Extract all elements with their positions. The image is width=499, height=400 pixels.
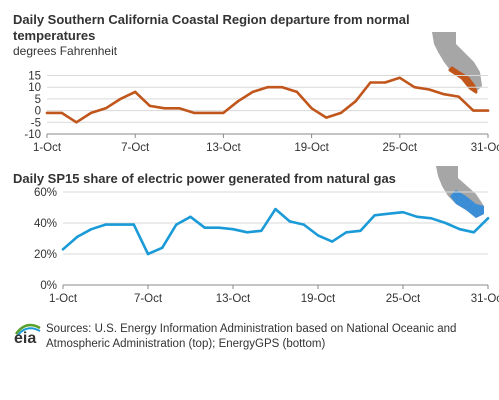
bottom-chart-data-point — [61, 248, 65, 251]
top-chart-xtick-label: 13-Oct — [206, 142, 241, 154]
bottom-chart-data-point — [430, 217, 433, 220]
top-chart-xtick-label: 19-Oct — [294, 142, 329, 154]
bottom-chart-data-point — [217, 226, 221, 229]
top-chart-data-point — [236, 100, 240, 103]
bottom-chart-xtick-label: 19-Oct — [301, 293, 336, 305]
top-chart-data-point — [310, 107, 313, 110]
eia-logo-text: eia — [14, 330, 37, 347]
bottom-chart-data-point — [415, 215, 419, 218]
california-map-coastal-icon — [432, 32, 482, 94]
top-chart-data-point — [178, 107, 181, 110]
bottom-chart-data-point — [330, 240, 334, 243]
bottom-chart-xtick-label: 31-Oct — [471, 293, 499, 305]
bottom-chart-data-point — [118, 223, 121, 226]
top-chart-data-point — [222, 111, 225, 115]
top-chart-data-point — [339, 111, 343, 115]
bottom-chart-ytick-label: 0% — [40, 280, 57, 292]
top-chart-data-point — [251, 90, 254, 94]
bottom-chart-data-point — [472, 231, 476, 234]
bottom-chart-data-point — [387, 212, 391, 215]
bottom-chart-data-point — [189, 215, 192, 218]
top-chart-xtick-label: 1-Oct — [33, 142, 62, 154]
bottom-chart-data-point — [75, 235, 79, 239]
top-chart-data-point — [207, 111, 210, 115]
top-chart-series-line — [45, 76, 490, 124]
bottom-chart-xtick-label: 13-Oct — [216, 293, 251, 305]
bottom-chart-data-point — [373, 214, 376, 217]
bottom-chart-data-point — [260, 229, 263, 232]
top-chart-ytick-label: 0 — [35, 106, 41, 118]
top-chart-data-point — [45, 111, 49, 115]
top-chart-ytick-label: 15 — [28, 71, 41, 83]
bottom-chart-data-point — [316, 234, 320, 237]
bottom-chart-series-line — [61, 207, 490, 256]
bottom-chart-data-point — [401, 210, 405, 214]
bottom-chart-data-point — [90, 228, 93, 231]
top-chart-data-point — [295, 90, 299, 94]
bottom-chart-data-point — [203, 226, 206, 229]
top-chart-data-point — [325, 116, 328, 119]
top-chart-data-point — [383, 81, 387, 84]
bottom-chart-ytick-label: 60% — [34, 187, 57, 199]
eia-logo: eia — [14, 322, 42, 352]
bottom-chart: 60% 40% 20% 0%1-Oct 7-Oct 13-Oct 19-Oct 25-Oct 3… — [34, 187, 499, 305]
top-chart-ytick-label: 5 — [35, 94, 41, 106]
top-chart-data-point — [354, 100, 357, 103]
bottom-chart-xtick-label: 7-Oct — [134, 293, 163, 305]
bottom-chart-data-point — [458, 228, 461, 231]
top-chart-data-point — [413, 86, 416, 89]
bottom-chart-data-point — [288, 220, 291, 223]
bottom-chart-data-point — [444, 221, 447, 225]
top-chart-title-line2: temperatures — [13, 28, 95, 43]
top-chart-xtick-label: 25-Oct — [383, 142, 418, 154]
bottom-chart-xtick-label: 25-Oct — [386, 293, 421, 305]
top-chart-data-point — [266, 86, 269, 89]
top-chart-data-point — [134, 90, 137, 94]
eia-logo-arcs-icon — [14, 323, 41, 336]
bottom-chart-xtick-label: 1-Oct — [49, 293, 78, 305]
top-chart-subtitle: degrees Fahrenheit — [13, 44, 118, 58]
bottom-chart-title: Daily SP15 share of electric power gener… — [13, 171, 396, 186]
top-chart-ytick-label: -10 — [24, 129, 41, 141]
top-chart-xtick-label: 7-Oct — [121, 142, 150, 154]
bottom-chart-data-point — [231, 228, 235, 231]
top-chart-data-point — [398, 76, 401, 80]
top-chart-xtick-label: 31-Oct — [471, 142, 499, 154]
bottom-chart-data-point — [345, 231, 348, 234]
bottom-chart-data-point — [132, 223, 136, 226]
bottom-chart-data-point — [274, 207, 277, 211]
top-chart-ytick-label: -5 — [31, 117, 41, 129]
bottom-chart-data-point — [486, 217, 490, 220]
top-chart-data-point — [192, 111, 196, 115]
top-chart-data-point — [442, 93, 446, 96]
top-chart-data-point — [75, 121, 78, 124]
bottom-chart-data-point — [104, 223, 107, 226]
top-chart-data-point — [163, 107, 166, 110]
top-chart-ytick-label: 10 — [28, 82, 41, 94]
top-chart-data-point — [369, 81, 372, 84]
top-chart-data-point — [486, 109, 490, 112]
top-chart-data-point — [281, 86, 284, 89]
top-chart-data-point — [472, 109, 475, 112]
bottom-chart-data-point — [302, 223, 306, 226]
bottom-chart-data-point — [359, 229, 362, 232]
top-chart-data-point — [428, 88, 431, 91]
bottom-chart-data-point — [160, 246, 164, 249]
top-chart-data-point — [148, 104, 152, 108]
top-chart-data-point — [457, 95, 460, 98]
source-note: Sources: U.S. Energy Information Adminis… — [46, 323, 457, 350]
top-chart-title-line1: Daily Southern California Coastal Region… — [13, 12, 410, 27]
bottom-chart-data-point — [245, 231, 249, 234]
bottom-chart-ytick-label: 20% — [34, 249, 57, 261]
top-chart-data-point — [119, 97, 122, 101]
bottom-chart-data-point — [175, 223, 178, 226]
bottom-chart-data-point — [146, 252, 150, 256]
top-chart-data-point — [89, 111, 93, 115]
bottom-chart-ytick-label: 40% — [34, 218, 57, 230]
top-chart-data-point — [60, 111, 63, 115]
top-chart-data-point — [104, 107, 108, 110]
